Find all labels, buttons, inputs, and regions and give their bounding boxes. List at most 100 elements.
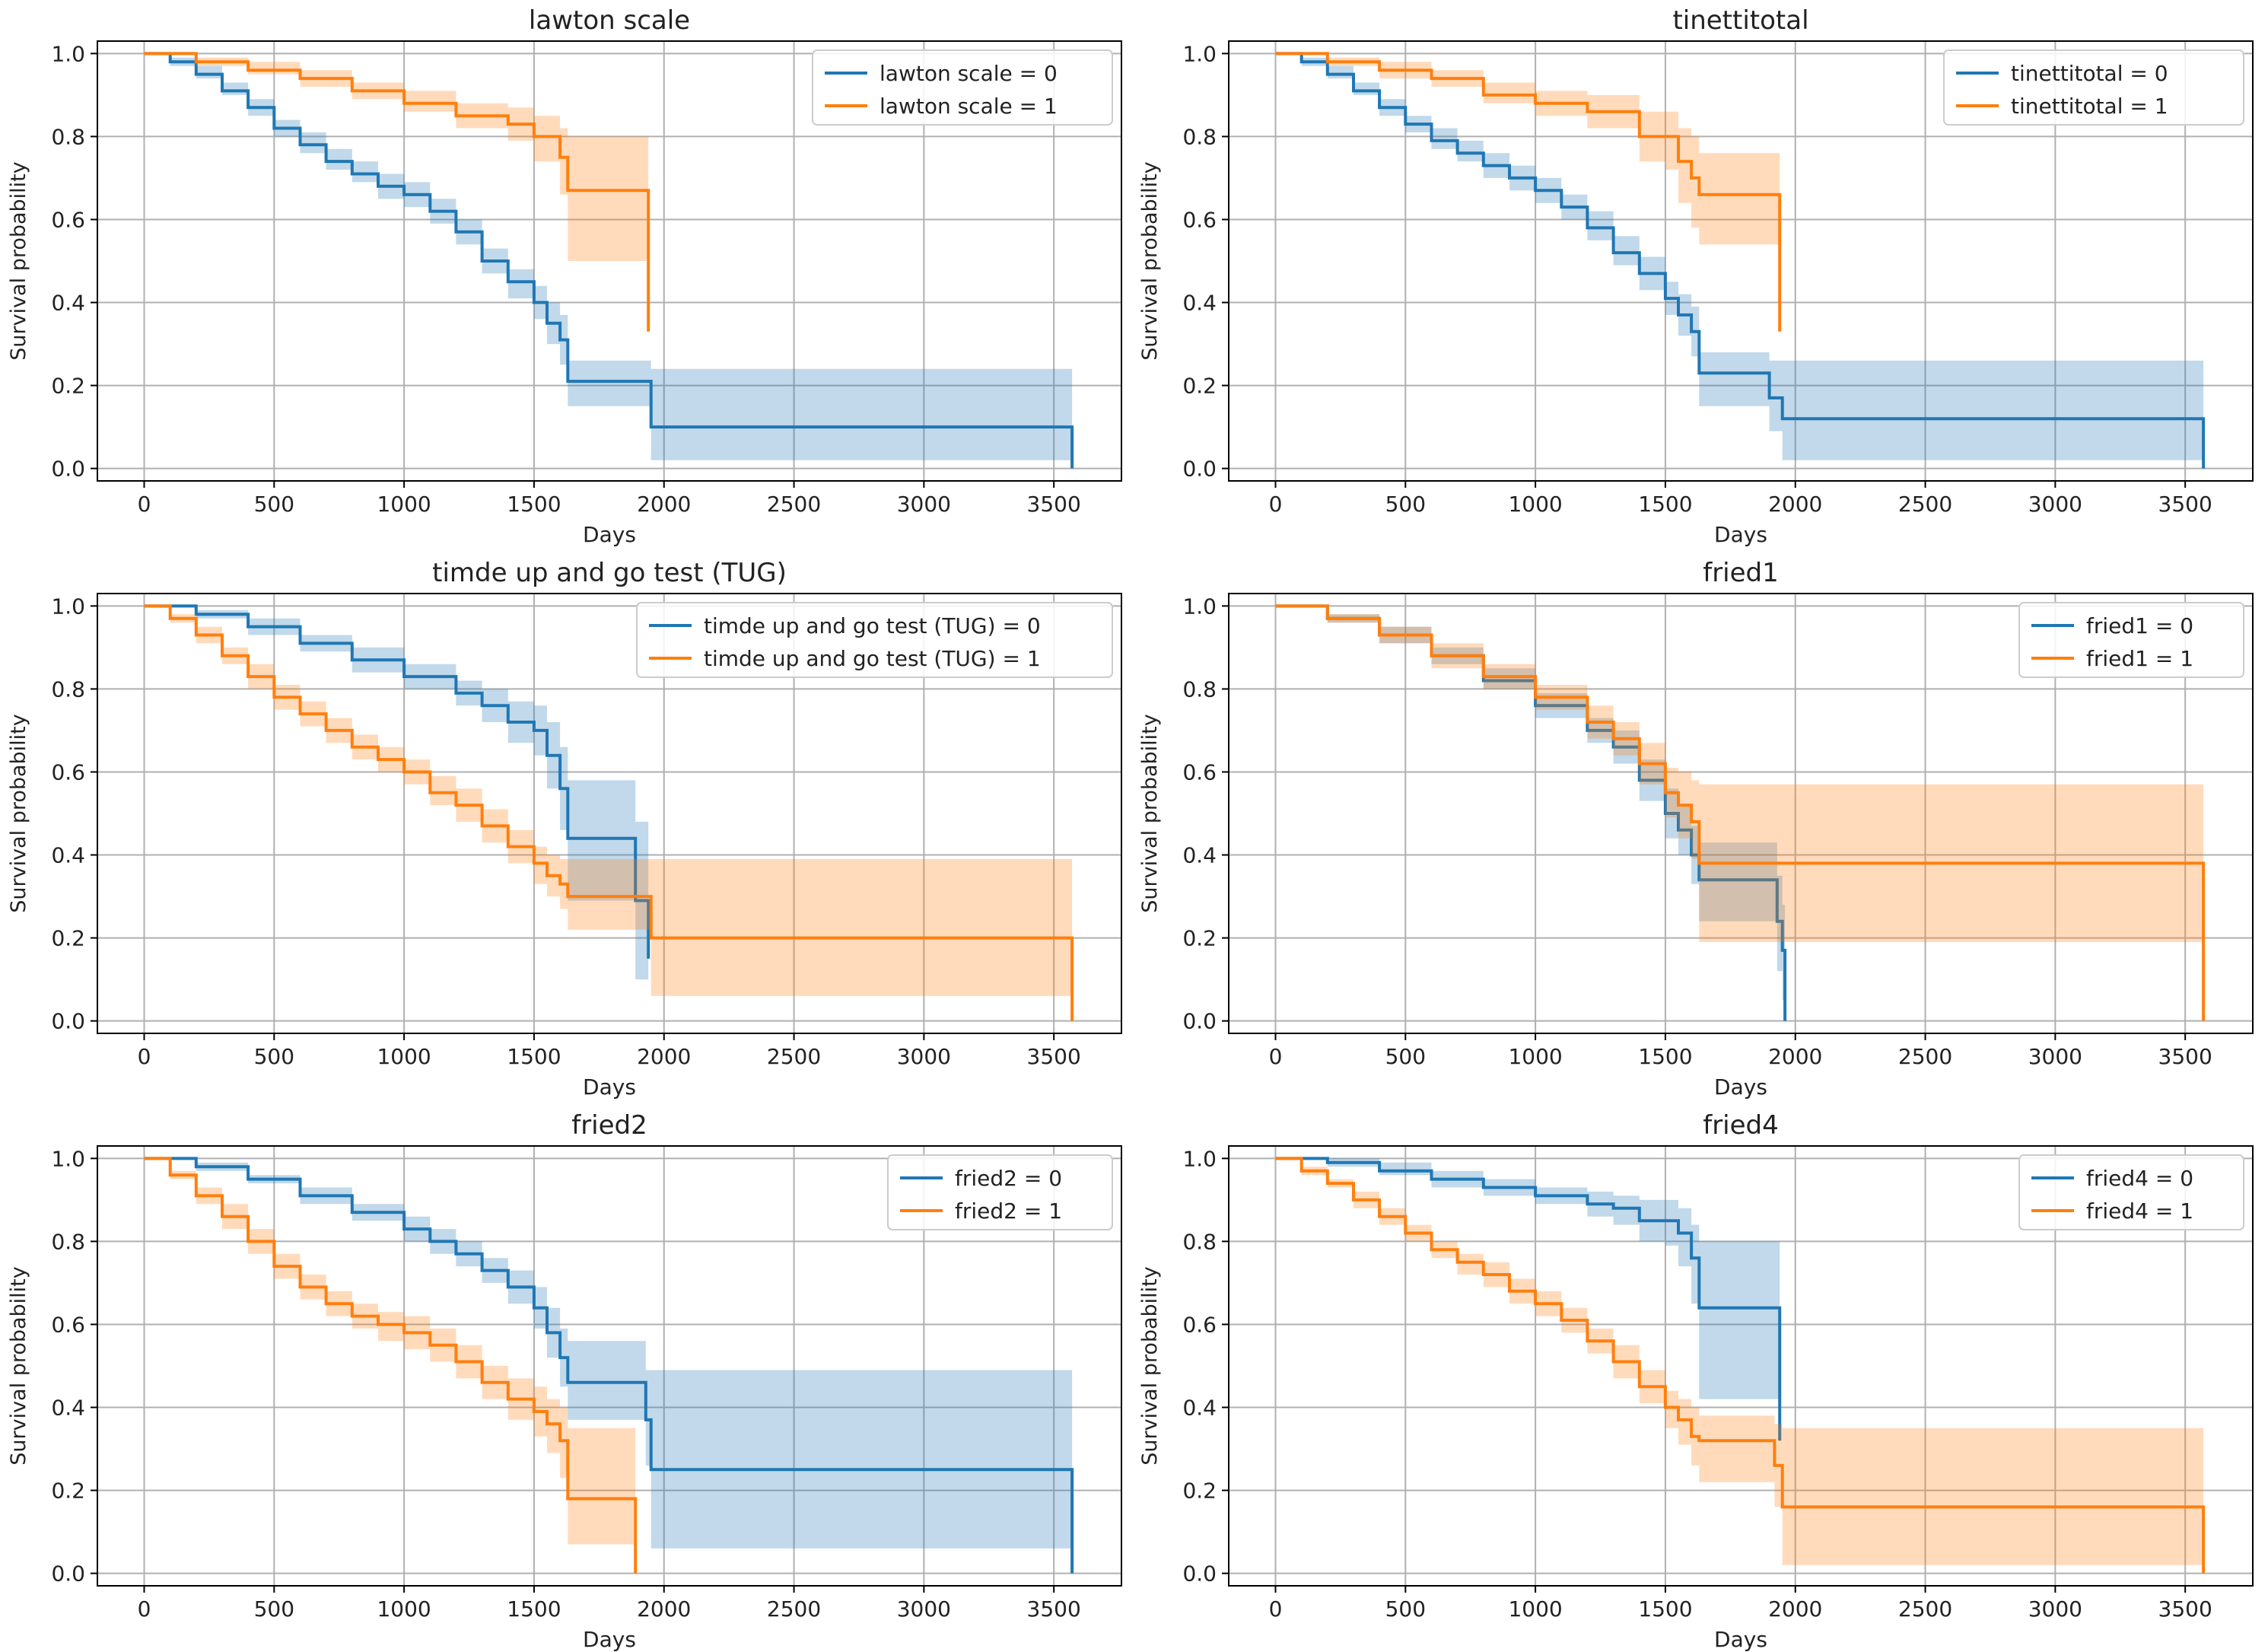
y-tick-label: 0.0 (1182, 1009, 1217, 1034)
y-tick-label: 0.6 (1182, 207, 1217, 232)
x-tick-label: 500 (254, 1596, 294, 1622)
y-tick-label: 0.8 (51, 124, 85, 149)
y-tick-label: 0.2 (1182, 926, 1217, 951)
x-tick-label: 1500 (507, 1596, 561, 1622)
survival-line-series-0 (144, 1157, 1074, 1574)
x-axis-label: Days (1714, 1074, 1767, 1100)
x-tick-label: 0 (1269, 1044, 1283, 1069)
legend: lawton scale = 0 lawton scale = 1 (812, 49, 1113, 126)
ci-band-series-0 (144, 606, 649, 1001)
legend: tinettitotal = 0 tinettitotal = 1 (1943, 49, 2244, 126)
y-tick-label: 0.4 (1182, 291, 1217, 316)
y-tick-label: 1.0 (1182, 594, 1217, 619)
x-tick-label: 2000 (1768, 492, 1822, 517)
x-tick-label: 2500 (767, 1044, 821, 1069)
axes-frame (1228, 1145, 2254, 1587)
x-tick-label: 1000 (1508, 492, 1562, 517)
legend: fried2 = 0 fried2 = 1 (887, 1154, 1113, 1230)
y-tick-label: 0.6 (1182, 759, 1217, 785)
y-tick-label: 0.8 (51, 676, 85, 702)
x-tick-label: 1500 (507, 492, 561, 517)
y-tick-label: 0.8 (51, 1229, 85, 1254)
y-tick-label: 0.0 (51, 1561, 85, 1587)
x-tick-label: 500 (1385, 492, 1426, 517)
survival-line-series-1 (1275, 52, 1782, 332)
x-tick-label: 3500 (1027, 1044, 1081, 1069)
y-tick-label: 1.0 (51, 41, 85, 66)
x-tick-label: 3000 (2028, 1044, 2082, 1069)
x-tick-label: 1000 (1508, 1044, 1562, 1069)
y-tick-label: 0.2 (1182, 1479, 1217, 1504)
legend-label-series-1: fried2 = 1 (955, 1198, 1062, 1224)
ci-band-series-0 (1275, 53, 2204, 460)
ci-band-series-1 (144, 1158, 636, 1545)
y-tick-label: 0.4 (51, 843, 85, 868)
axes-frame (97, 593, 1122, 1034)
survival-line-series-0 (144, 604, 650, 959)
x-tick-label: 1000 (377, 1596, 431, 1622)
y-axis-label: Survival probability (7, 714, 30, 913)
legend-box (636, 602, 1113, 678)
x-tick-label: 0 (1269, 1596, 1283, 1622)
y-tick-label: 0.2 (1182, 374, 1217, 399)
y-tick-label: 0.0 (1182, 457, 1217, 482)
x-tick-label: 3500 (2158, 1596, 2212, 1622)
chart-panel-6: 0 500 1000 1500 2000 2500 3000 3500 0.0 0.2 0.4 0.6… (1138, 1110, 2254, 1652)
y-tick-label: 0.4 (1182, 843, 1217, 868)
x-tick-label: 3500 (1027, 492, 1081, 517)
x-tick-label: 1500 (507, 1044, 561, 1069)
legend-label-series-0: timde up and go test (TUG) = 0 (704, 613, 1041, 638)
y-tick-label: 1.0 (1182, 41, 1217, 66)
survival-line-series-1 (1275, 604, 2206, 1021)
x-tick-label: 3000 (2028, 1596, 2082, 1622)
legend-box (1943, 49, 2244, 126)
y-tick-label: 0.4 (1182, 1396, 1217, 1421)
x-tick-label: 1000 (1508, 1596, 1562, 1622)
ci-band-series-1 (1275, 53, 1780, 332)
legend-box (2018, 602, 2244, 678)
x-tick-label: 1500 (1638, 1044, 1692, 1069)
legend-label-series-1: timde up and go test (TUG) = 1 (704, 646, 1041, 671)
legend-label-series-1: fried4 = 1 (2086, 1198, 2193, 1224)
x-tick-label: 2500 (1898, 1596, 1952, 1622)
y-axis-label: Survival probability (1138, 161, 1162, 361)
legend-box (887, 1154, 1113, 1230)
plot-area (1275, 52, 2206, 469)
y-axis-label: Survival probability (7, 161, 30, 361)
x-tick-label: 2000 (1768, 1596, 1822, 1622)
x-tick-label: 2500 (1898, 492, 1952, 517)
y-tick-label: 0.6 (51, 759, 85, 785)
x-tick-label: 3000 (897, 1044, 951, 1069)
x-tick-label: 2500 (1898, 1044, 1952, 1069)
survival-line-series-0 (1275, 1157, 1782, 1441)
x-tick-label: 2000 (1768, 1044, 1822, 1069)
ci-band-series-0 (1275, 606, 1786, 1001)
x-tick-label: 2000 (637, 492, 691, 517)
survival-line-series-1 (144, 52, 650, 332)
y-tick-label: 0.4 (51, 1396, 85, 1421)
chart-title: lawton scale (529, 5, 690, 36)
x-tick-label: 1500 (1638, 1596, 1692, 1622)
chart-panel-2: 0 500 1000 1500 2000 2500 3000 3500 0.0 0.2 0.4 0.6… (1138, 5, 2254, 547)
x-tick-label: 2000 (637, 1596, 691, 1622)
axes-frame (97, 1145, 1122, 1587)
x-tick-label: 2500 (767, 1596, 821, 1622)
x-tick-label: 1000 (377, 1044, 431, 1069)
plot-area (1275, 604, 2206, 1021)
x-tick-label: 500 (254, 1044, 294, 1069)
axes-frame (97, 40, 1122, 482)
x-tick-label: 0 (1269, 492, 1283, 517)
y-tick-label: 0.2 (51, 374, 85, 399)
x-tick-label: 1000 (377, 492, 431, 517)
legend-label-series-1: lawton scale = 1 (880, 94, 1058, 119)
survival-line-series-0 (1275, 52, 2206, 469)
legend-label-series-0: fried4 = 0 (2086, 1166, 2193, 1191)
y-tick-label: 0.8 (1182, 676, 1217, 702)
chart-title: tinettitotal (1672, 5, 1808, 36)
x-axis-label: Days (583, 522, 636, 547)
legend-label-series-0: fried2 = 0 (955, 1166, 1062, 1191)
y-tick-label: 0.0 (51, 457, 85, 482)
x-tick-label: 3000 (897, 1596, 951, 1622)
legend-label-series-0: lawton scale = 0 (880, 61, 1058, 86)
